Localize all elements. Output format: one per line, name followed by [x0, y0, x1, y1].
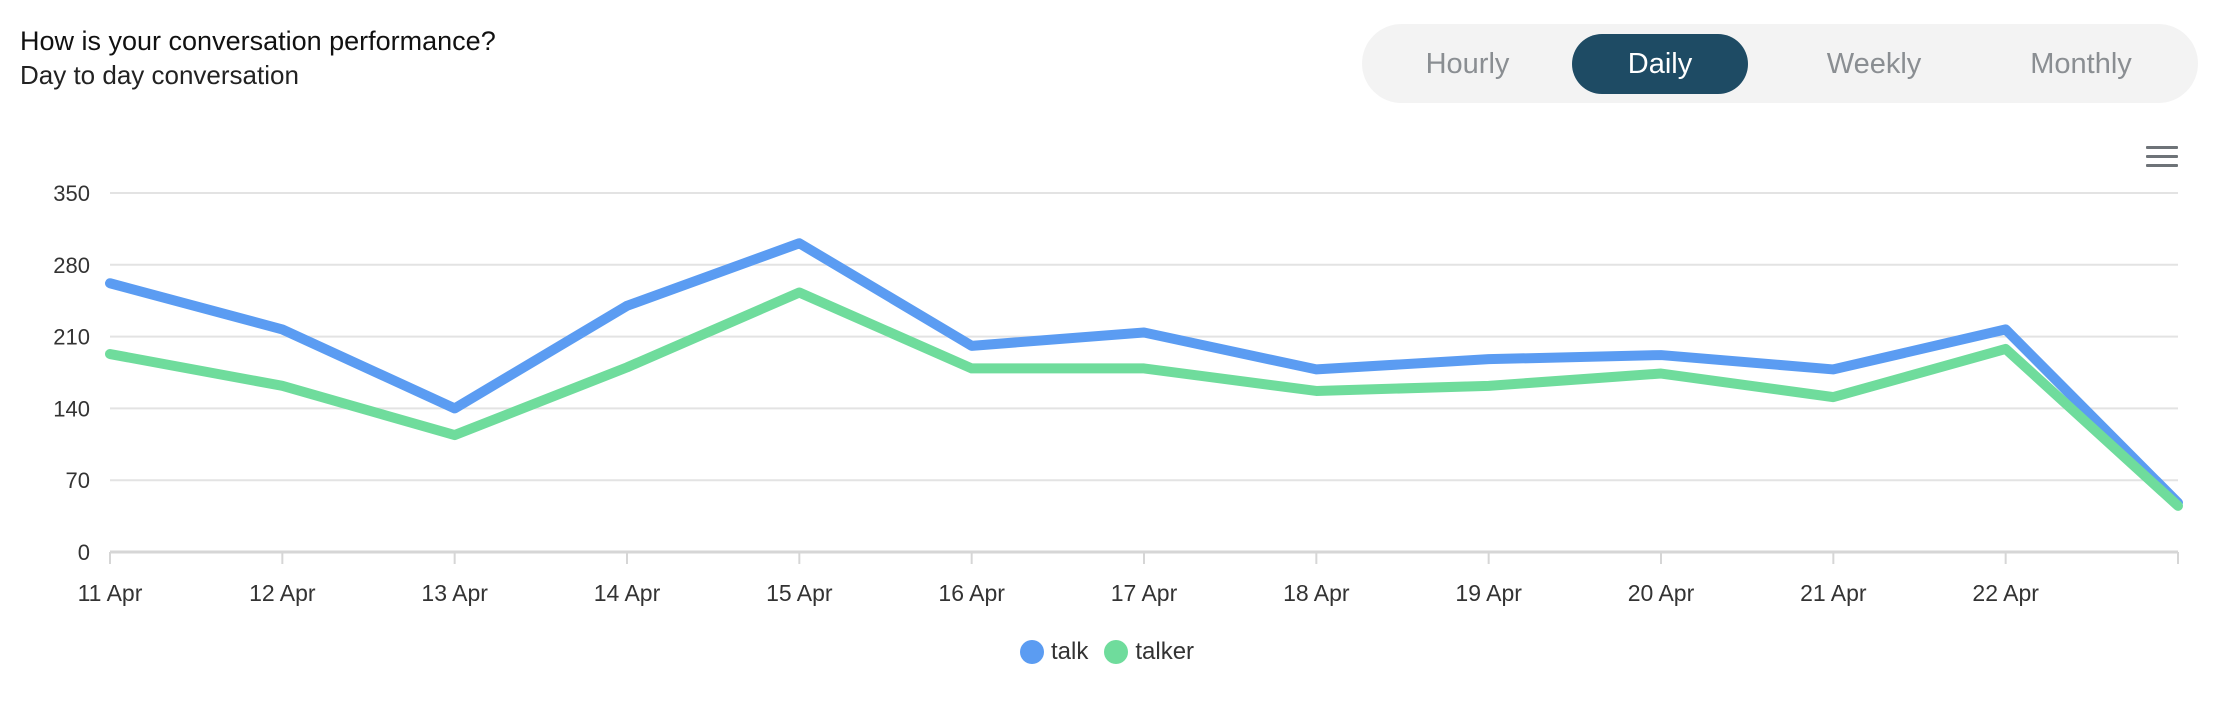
y-tick-label: 280	[53, 253, 90, 278]
chart-legend: talk talker	[1020, 638, 1210, 666]
x-tick-label: 15 Apr	[766, 580, 833, 606]
hamburger-menu-icon[interactable]	[2146, 146, 2178, 172]
x-tick-label: 11 Apr	[78, 580, 143, 606]
x-tick-label: 17 Apr	[1111, 580, 1178, 606]
legend-dot-talker	[1104, 640, 1129, 664]
x-tick-label: 19 Apr	[1455, 580, 1522, 606]
legend-item-talk[interactable]: talk	[1020, 638, 1088, 666]
y-tick-label: 0	[78, 540, 90, 565]
x-tick-label: 16 Apr	[938, 580, 1005, 606]
x-tick-label: 12 Apr	[249, 580, 316, 606]
line-chart: 0 70 140 210 280 350 11 Apr 12 Apr 13 Apr 14 Apr 1…	[53, 181, 2183, 606]
x-tick-label: 21 Apr	[1800, 580, 1867, 606]
y-tick-label: 140	[53, 396, 90, 421]
chart-header: How is your conversation performance? Da…	[20, 24, 496, 92]
tab-daily[interactable]: Daily	[1572, 33, 1748, 94]
x-tick-label: 22 Apr	[1972, 580, 2039, 606]
series-line-talker	[105, 287, 2183, 511]
tab-monthly[interactable]: Monthly	[2030, 47, 2132, 80]
legend-dot-talk	[1020, 640, 1044, 664]
legend-label-talk: talk	[1051, 638, 1089, 665]
y-tick-label: 70	[66, 468, 90, 493]
legend-item-talker[interactable]: talker	[1104, 638, 1194, 666]
x-tick-label: 14 Apr	[594, 580, 661, 606]
x-tick-label: 20 Apr	[1628, 580, 1695, 606]
y-tick-label: 350	[53, 181, 90, 206]
tab-hourly[interactable]: Hourly	[1425, 47, 1510, 80]
series-line-talk	[105, 238, 2183, 508]
legend-label-talker: talker	[1135, 638, 1195, 665]
x-tick-label: 18 Apr	[1283, 580, 1350, 606]
y-tick-label: 210	[53, 325, 90, 350]
x-tick-label: 13 Apr	[421, 580, 488, 606]
chart-subtitle: Day to day conversation	[20, 60, 299, 90]
period-tabs: Hourly Daily Weekly Monthly	[1362, 24, 2198, 103]
tab-weekly[interactable]: Weekly	[1826, 47, 1922, 80]
chart-title: How is your conversation performance?	[20, 26, 496, 56]
